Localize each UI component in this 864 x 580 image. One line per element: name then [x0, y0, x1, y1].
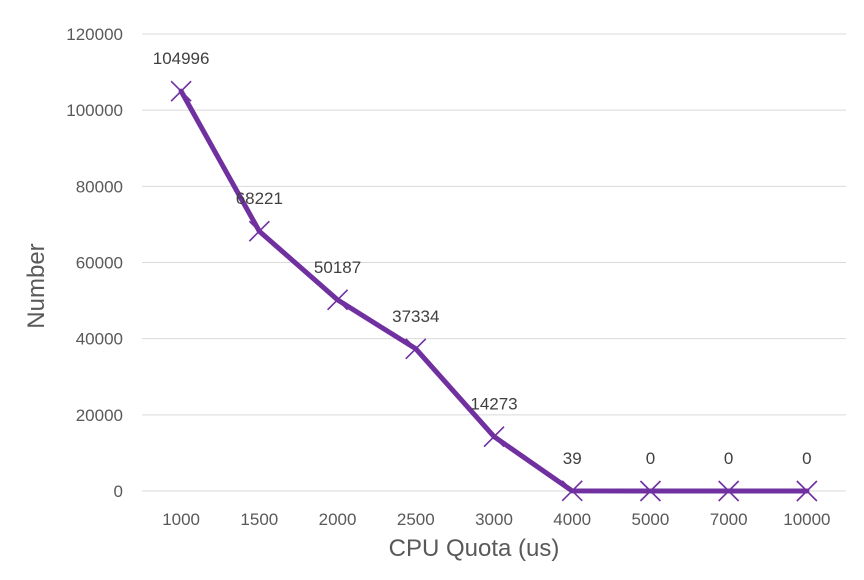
y-axis-tick-labels: 0 20000 40000 60000 80000 100000 120000	[66, 25, 123, 501]
data-point-marker	[483, 426, 505, 448]
data-label: 0	[802, 449, 811, 468]
data-label: 50187	[314, 258, 361, 277]
series-line	[178, 88, 810, 494]
data-point-marker	[718, 480, 740, 502]
x-tick-label: 1000	[162, 510, 200, 529]
x-tick-label: 7000	[710, 510, 748, 529]
y-tick-label: 20000	[76, 406, 123, 425]
x-tick-label: 3000	[475, 510, 513, 529]
y-tick-label: 40000	[76, 330, 123, 349]
data-point-marker	[170, 80, 192, 102]
series-cpu-quota	[178, 88, 810, 494]
data-point-marker	[639, 480, 662, 502]
data-point-marker	[326, 289, 349, 311]
data-labels: 104996 68221 50187 37334 14273 39 0 0 0	[153, 49, 812, 468]
data-point-marker	[796, 480, 818, 502]
data-point-marker	[561, 480, 583, 502]
x-tick-label: 10000	[783, 510, 830, 529]
data-label: 68221	[236, 189, 283, 208]
x-tick-label: 4000	[553, 510, 591, 529]
series-markers	[170, 80, 818, 502]
x-tick-label: 5000	[632, 510, 670, 529]
y-axis-title: Number	[23, 243, 50, 328]
data-label: 0	[724, 449, 733, 468]
data-point-marker	[405, 338, 427, 360]
x-tick-label: 1500	[240, 510, 278, 529]
x-axis-tick-labels: 1000 1500 2000 2500 3000 4000 5000 7000 10000	[162, 510, 830, 529]
y-tick-label: 80000	[76, 177, 123, 196]
x-axis-title: CPU Quota (us)	[389, 535, 560, 562]
y-tick-label: 60000	[76, 254, 123, 273]
y-tick-label: 100000	[66, 101, 123, 120]
data-label: 14273	[470, 395, 517, 414]
data-label: 39	[563, 449, 582, 468]
y-tick-label: 120000	[66, 25, 123, 44]
data-label: 0	[646, 449, 655, 468]
x-tick-label: 2000	[319, 510, 357, 529]
data-point-marker	[248, 220, 270, 242]
x-tick-label: 2500	[397, 510, 435, 529]
y-tick-label: 0	[114, 482, 123, 501]
gridlines	[142, 33, 846, 492]
data-label: 37334	[392, 307, 439, 326]
data-label: 104996	[153, 49, 210, 68]
